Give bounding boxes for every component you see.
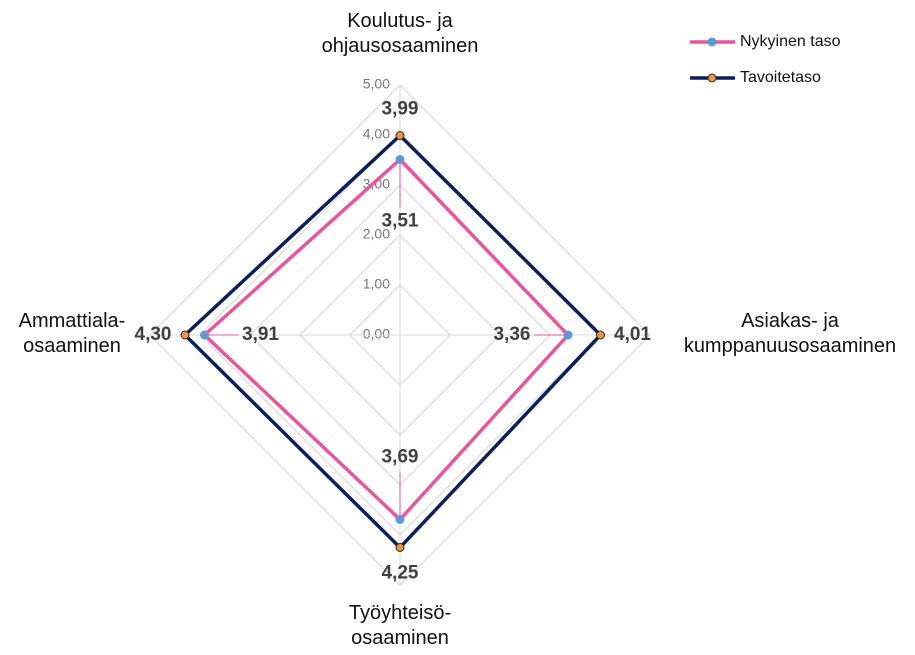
marker <box>596 330 605 340</box>
marker <box>395 543 405 552</box>
category-label: Asiakas- ja kumppanuusosaaminen <box>684 310 896 357</box>
value-label: 4,30 <box>135 324 172 345</box>
value-label: 4,25 <box>382 563 419 584</box>
value-label: 3,36 <box>494 324 531 345</box>
category-label: Ammattiala-osaaminen <box>19 310 126 357</box>
r-tick-label: 0,00 <box>363 326 390 342</box>
value-label: 4,01 <box>614 324 651 345</box>
r-tick-label: 4,00 <box>363 126 390 142</box>
legend-marker <box>707 37 717 47</box>
value-label: 3,51 <box>382 211 419 232</box>
value-label: 3,69 <box>382 447 419 468</box>
r-tick-label: 2,00 <box>363 226 390 242</box>
marker <box>395 131 405 140</box>
legend-label: Tavoitetaso <box>740 69 821 86</box>
r-tick-label: 1,00 <box>363 276 390 292</box>
value-label: 3,91 <box>242 324 279 345</box>
marker <box>180 330 190 340</box>
legend-marker <box>707 73 717 83</box>
legend-label: Nykyinen taso <box>740 33 841 50</box>
value-label: 3,99 <box>382 99 419 120</box>
r-tick-label: 5,00 <box>363 76 390 92</box>
category-label: Koulutus- ja ohjausosaaminen <box>322 10 479 57</box>
category-label: Työyhteisö-osaaminen <box>349 602 451 649</box>
